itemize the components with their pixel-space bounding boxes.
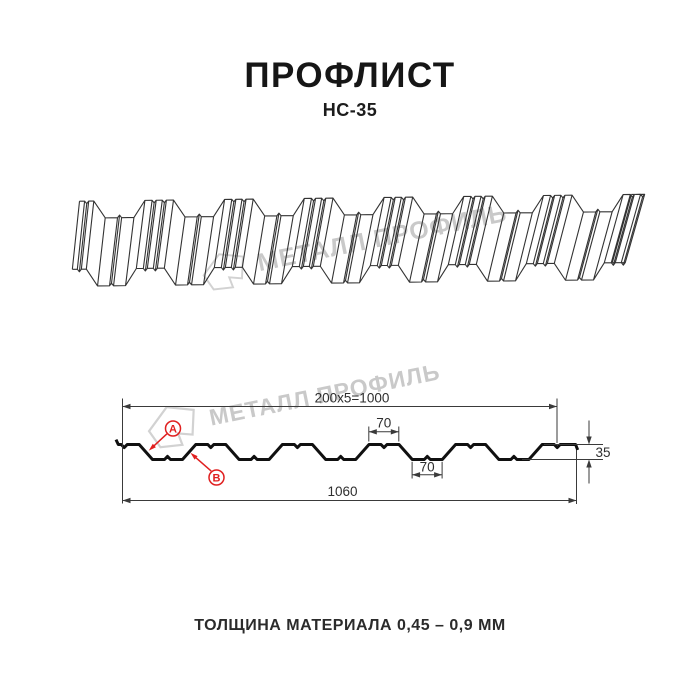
dim-crest-width: 70: [368, 415, 400, 442]
marker-b: B: [190, 452, 225, 486]
watermark-brand-bottom: МЕТАЛЛ ПРОФИЛЬ: [135, 346, 445, 458]
marker-b-label: B: [213, 473, 221, 485]
profile-code-subtitle: НС-35: [322, 100, 378, 120]
dim-height-label: 35: [596, 445, 611, 460]
dim-rib-spacing: 200x5=1000: [122, 391, 558, 504]
dim-rib-spacing-label: 200x5=1000: [315, 391, 390, 406]
marker-a-arrow: [153, 433, 168, 447]
profile-3d-drawing: [71, 193, 646, 287]
dim-overall-width-label: 1060: [327, 484, 357, 499]
dim-trough-width-label: 70: [420, 460, 435, 475]
cross-section-drawing: [114, 438, 580, 461]
thickness-note: ТОЛЩИНА МАТЕРИАЛА 0,45 – 0,9 ММ: [194, 617, 506, 634]
dim-crest-width-label: 70: [376, 415, 391, 430]
dim-trough-width: 70: [411, 460, 443, 479]
dim-overall-width: 1060: [122, 450, 577, 504]
marker-a: A: [148, 420, 182, 451]
brand-logo-icon: [147, 406, 195, 449]
marker-b-arrow: [195, 456, 212, 472]
marker-a-label: A: [169, 424, 177, 436]
dim-height: 35: [522, 420, 611, 484]
page-title: ПРОФЛИСТ: [244, 56, 456, 95]
